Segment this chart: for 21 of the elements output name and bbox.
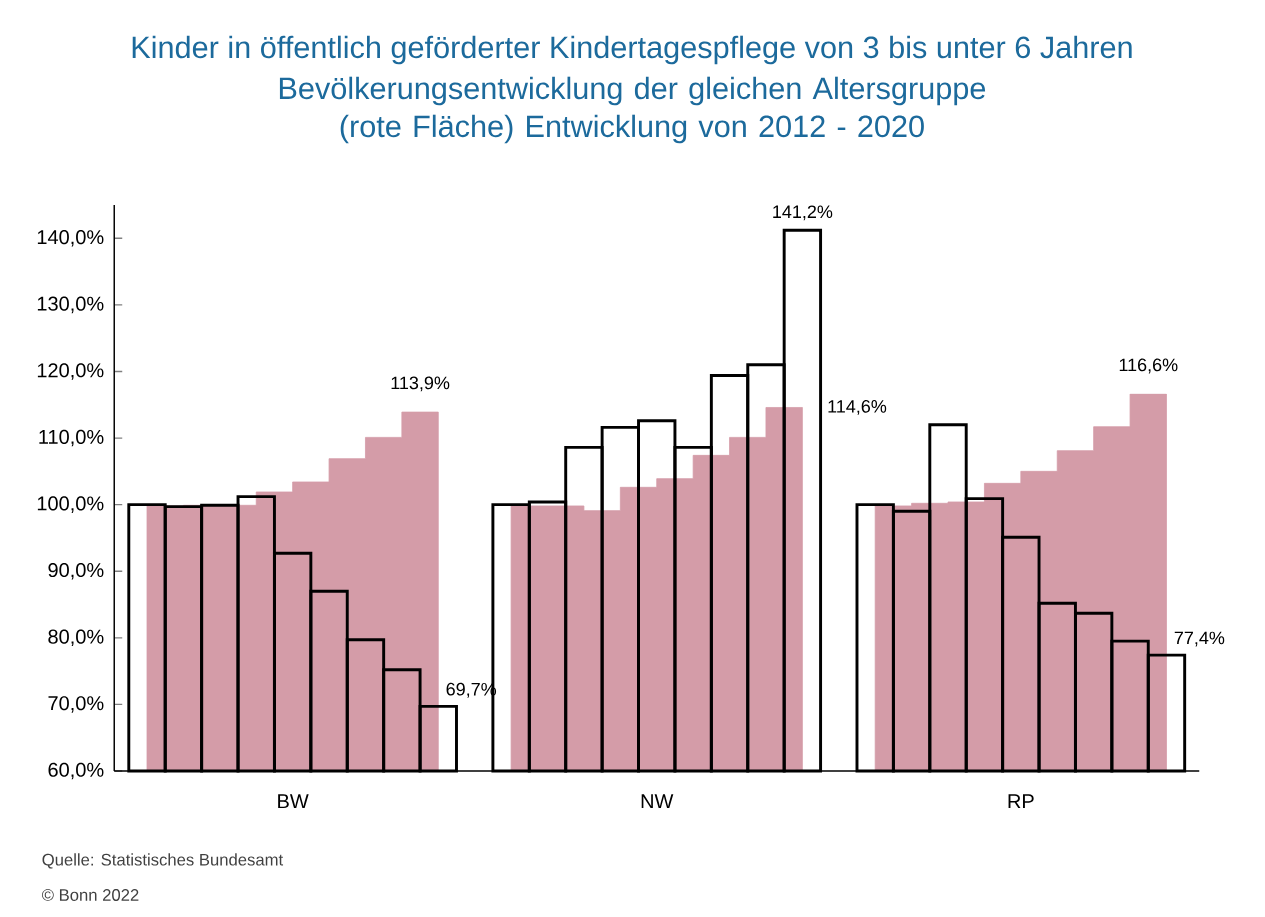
data-label: 114,6%: [828, 399, 887, 415]
y-tick-label: 90,0%: [48, 562, 104, 580]
x-tick-label: RP: [1008, 794, 1034, 809]
data-label: 116,6%: [1119, 358, 1178, 374]
y-tick-label: 70,0%: [48, 696, 104, 713]
y-tick-label: 120,0%: [37, 363, 104, 380]
data-label: 113,9%: [391, 376, 450, 392]
text: © Bonn 2022: [41, 889, 139, 901]
y-tick-label: 60,0%: [48, 762, 104, 780]
y-tick-label: 130,0%: [37, 296, 104, 314]
x-tick-label: NW: [641, 794, 674, 809]
y-tick-label: 80,0%: [48, 629, 104, 647]
chart-subtitle: Bevölkerungsentwicklung der gleichen Altersgruppe (rote Fläche) Entwicklung von 2012 - 2020: [279, 76, 986, 144]
y-tick-label: 100,0%: [37, 496, 104, 513]
data-label: 141,2%: [773, 205, 833, 221]
data-label: 77,4%: [1174, 631, 1225, 647]
x-tick-label: BW: [278, 794, 309, 809]
source-note: Quelle: Statistisches Bundesamt: [42, 853, 284, 869]
y-tick-label: 140,0%: [37, 230, 104, 247]
y-tick-label: 110,0%: [39, 429, 104, 447]
chart-title: Kinder in öffentlich geförderter Kindertagespflege von 3 bis unter 6 Jahren: [132, 35, 1132, 65]
